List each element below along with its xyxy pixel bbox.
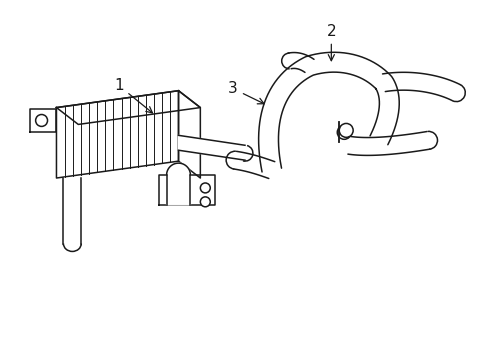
Polygon shape — [178, 91, 200, 178]
Circle shape — [337, 125, 350, 139]
Polygon shape — [258, 52, 398, 172]
Polygon shape — [30, 109, 56, 132]
Polygon shape — [158, 175, 215, 205]
Polygon shape — [287, 53, 313, 72]
Text: 2: 2 — [326, 24, 335, 61]
Circle shape — [36, 114, 47, 126]
Polygon shape — [347, 131, 429, 156]
Circle shape — [200, 197, 210, 207]
Circle shape — [339, 123, 352, 137]
Polygon shape — [178, 135, 244, 160]
Polygon shape — [63, 178, 81, 243]
Polygon shape — [56, 91, 200, 125]
Polygon shape — [233, 151, 274, 179]
Text: 3: 3 — [228, 81, 264, 104]
Text: 1: 1 — [114, 78, 152, 113]
Polygon shape — [382, 72, 459, 101]
Circle shape — [200, 183, 210, 193]
Polygon shape — [166, 163, 190, 205]
Polygon shape — [56, 91, 178, 178]
